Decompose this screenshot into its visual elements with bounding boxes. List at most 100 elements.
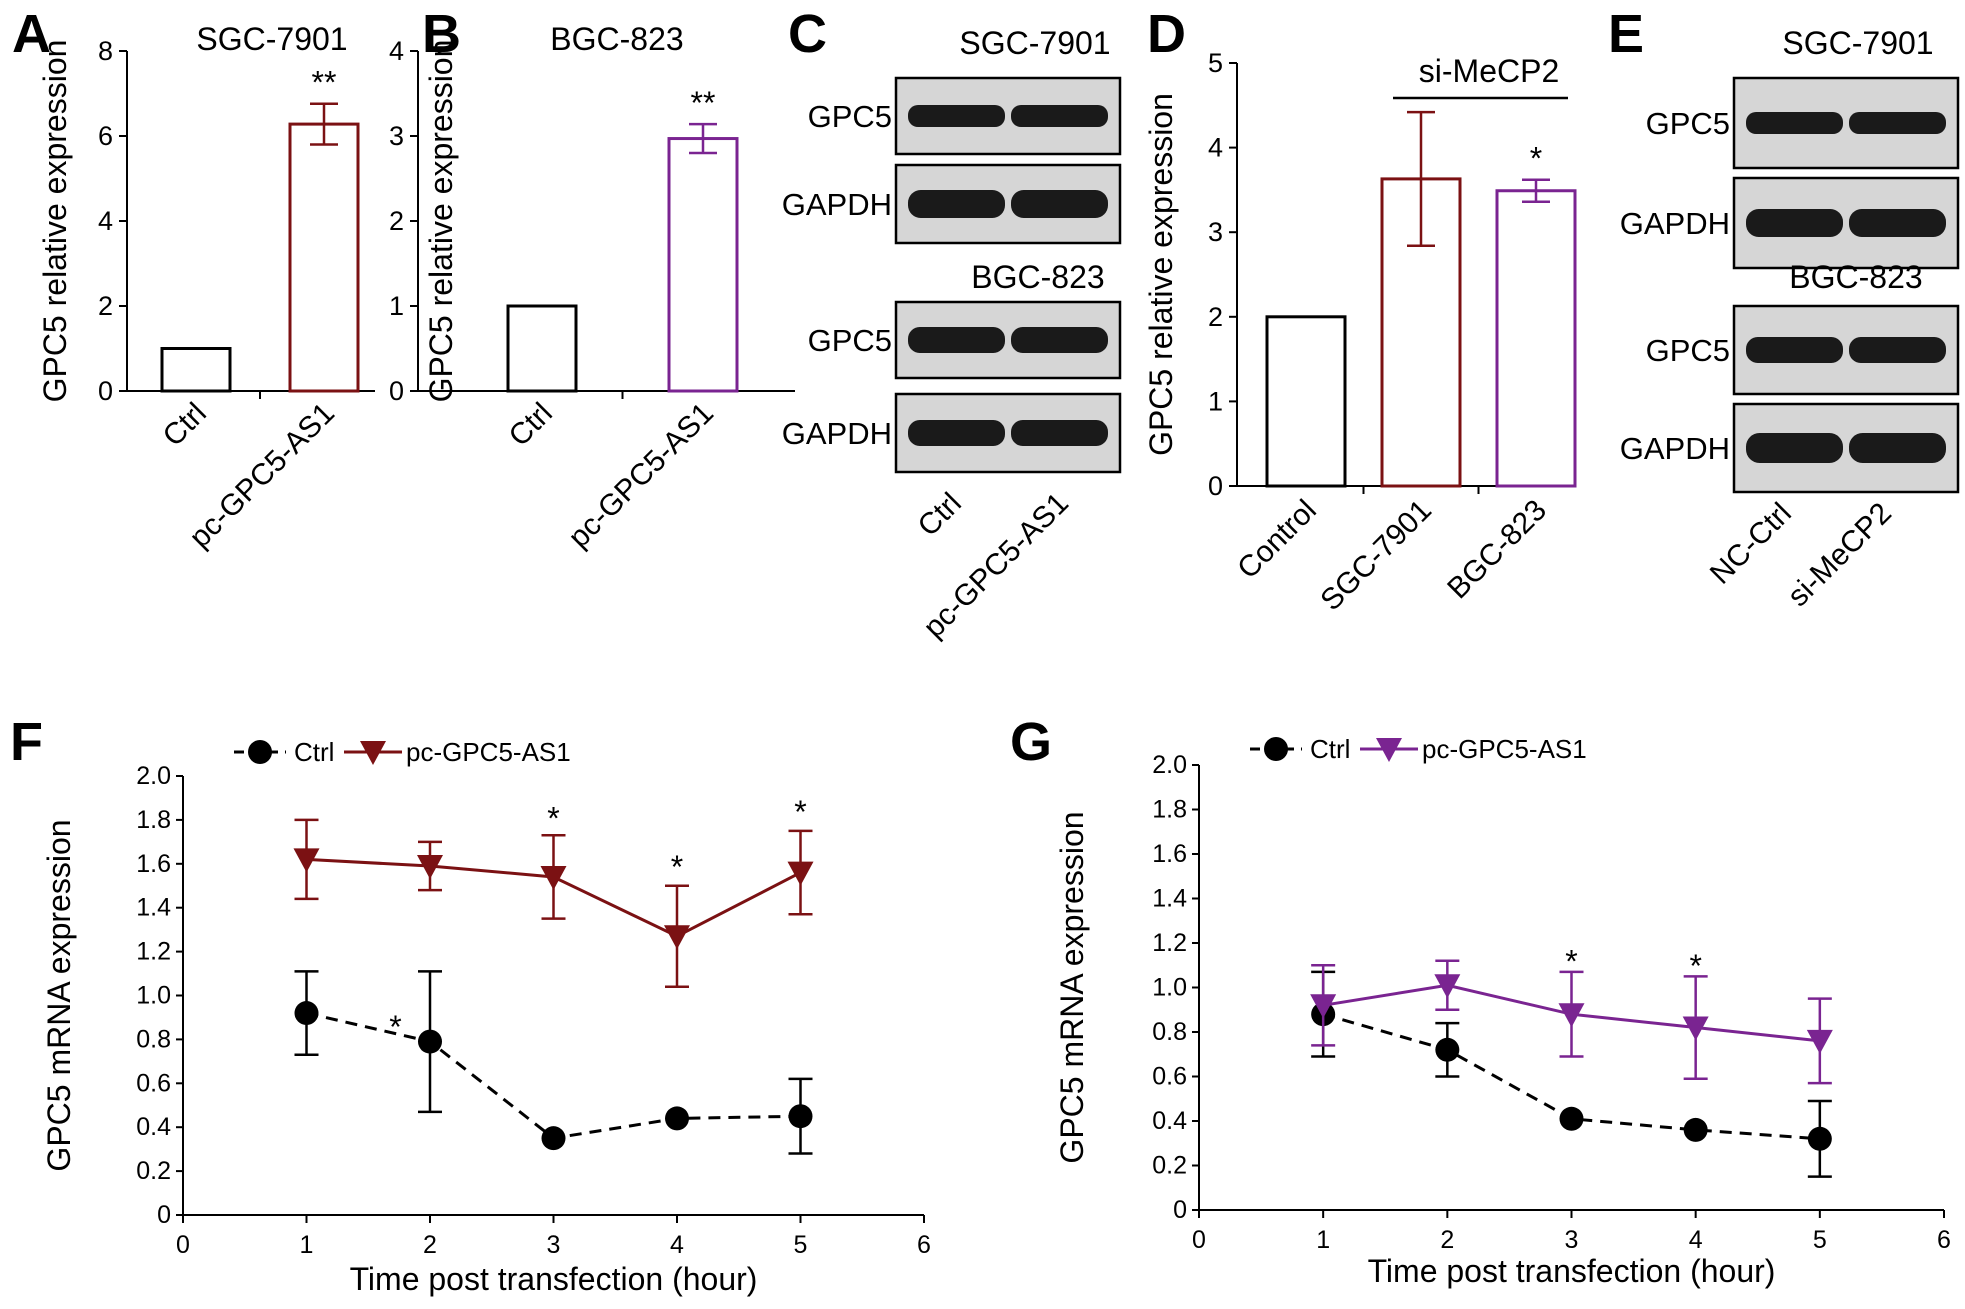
x-tick-label: 3 bbox=[547, 1231, 561, 1259]
y-axis-label: GPC5 relative expression bbox=[1143, 93, 1179, 456]
data-point bbox=[1310, 994, 1337, 1019]
blot-row-label: GAPDH bbox=[1620, 431, 1730, 466]
blot-band-lane bbox=[1849, 433, 1946, 463]
blot-lane-label: NC-Ctrl bbox=[1704, 497, 1798, 591]
data-point bbox=[1558, 1003, 1585, 1028]
panel-letter: D bbox=[1147, 4, 1186, 64]
x-category-label: BGC-823 bbox=[1441, 494, 1553, 606]
y-tick-label: 0.6 bbox=[136, 1069, 171, 1097]
blot-band bbox=[894, 300, 1122, 380]
y-tick-label: 3 bbox=[389, 121, 404, 151]
blot-row-label: GAPDH bbox=[782, 187, 892, 222]
blot-band-lane bbox=[1746, 433, 1843, 463]
significance-star: * bbox=[1689, 948, 1701, 984]
blot-band bbox=[1732, 402, 1960, 494]
x-tick-label: 6 bbox=[1937, 1226, 1951, 1254]
blot-cell-line-title: BGC-823 bbox=[971, 259, 1104, 295]
blot-cell-line-title: SGC-7901 bbox=[1782, 25, 1933, 61]
panel-letter: G bbox=[1010, 712, 1052, 772]
blot-band bbox=[894, 76, 1122, 156]
blot-band bbox=[1732, 176, 1960, 270]
blot-band-lane bbox=[1011, 190, 1108, 218]
data-point bbox=[788, 1104, 813, 1129]
y-tick-label: 0.6 bbox=[1152, 1063, 1187, 1091]
y-tick-label: 6 bbox=[98, 121, 113, 151]
blot-lane-label: si-MeCP2 bbox=[1781, 497, 1897, 613]
legend: Ctrl pc-GPC5-AS1 bbox=[1250, 734, 1587, 764]
data-point bbox=[787, 861, 814, 886]
data-point bbox=[1682, 1016, 1709, 1041]
significance-star: * bbox=[1565, 944, 1577, 980]
blot-cell-line-title: SGC-7901 bbox=[959, 25, 1110, 61]
legend-label: pc-GPC5-AS1 bbox=[1422, 734, 1587, 764]
significance-star: * bbox=[547, 801, 559, 837]
x-tick-label: 5 bbox=[794, 1231, 808, 1259]
y-tick-label: 1.6 bbox=[1152, 840, 1187, 868]
blot-band-lane bbox=[908, 190, 1005, 218]
x-category-label: Control bbox=[1231, 494, 1323, 586]
y-axis-label: GPC5 mRNA expression bbox=[41, 819, 77, 1171]
data-point bbox=[417, 854, 443, 879]
y-tick-label: 1.2 bbox=[136, 938, 171, 966]
x-tick-label: 4 bbox=[670, 1231, 684, 1259]
chart-panel-f: F 0 0.2 0.4 0.6 0.8 1.0 1.2 1.4 1.6 1.8 2.0 0 1 2 3 4 5 6 G… bbox=[10, 712, 931, 1297]
x-tick-label: 6 bbox=[917, 1231, 931, 1259]
blot-row-label: GPC5 bbox=[808, 99, 892, 134]
data-point bbox=[1683, 1117, 1708, 1142]
y-tick-label: 5 bbox=[1208, 48, 1223, 78]
x-tick-label: 2 bbox=[423, 1231, 437, 1259]
y-tick-label: 2 bbox=[389, 206, 404, 236]
blot-band-lane bbox=[1746, 112, 1843, 134]
blot-band-lane bbox=[1746, 337, 1843, 363]
y-tick-label: 1 bbox=[1208, 386, 1223, 416]
bar bbox=[667, 137, 739, 393]
x-category-label: pc-GPC5-AS1 bbox=[562, 397, 720, 555]
data-point bbox=[1435, 1037, 1460, 1062]
legend-label: Ctrl bbox=[1310, 734, 1350, 764]
data-point bbox=[665, 1106, 689, 1131]
y-axis-label: GPC5 mRNA expression bbox=[1054, 811, 1090, 1163]
x-axis-label: Time post transfection (hour) bbox=[1368, 1253, 1776, 1289]
y-tick-label: 0.2 bbox=[136, 1157, 171, 1185]
y-tick-label: 0 bbox=[157, 1201, 171, 1229]
blot-band bbox=[1732, 76, 1960, 170]
y-tick-label: 1.8 bbox=[136, 806, 171, 834]
y-axis-label: GPC5 relative expression bbox=[37, 40, 73, 403]
panel-letter: A bbox=[12, 4, 51, 64]
data-point bbox=[541, 1126, 566, 1151]
y-tick-label: 1.4 bbox=[1152, 885, 1187, 913]
bar bbox=[1495, 189, 1577, 488]
significance-star: ** bbox=[312, 65, 337, 101]
blot-panel-c: C SGC-7901GPC5GAPDHBGC-823GPC5GAPDHCtrlpc… bbox=[782, 4, 1122, 644]
bar bbox=[506, 304, 578, 393]
chart-panel-b: B BGC-823 0 1 2 3 4 GPC5 relative expression Ctr… bbox=[389, 4, 795, 554]
legend-label: Ctrl bbox=[294, 737, 334, 767]
y-tick-label: 1.0 bbox=[136, 982, 171, 1010]
blot-frame bbox=[894, 392, 1122, 474]
panel-letter: E bbox=[1608, 4, 1644, 64]
y-tick-label: 3 bbox=[1208, 217, 1223, 247]
legend-label: pc-GPC5-AS1 bbox=[406, 737, 571, 767]
data-point bbox=[1559, 1106, 1584, 1131]
blot-panel-e: E SGC-7901 GPC5 GAPDH BGC-823 GPC5 GAPDH NC-Ctr… bbox=[1608, 4, 1960, 613]
y-tick-label: 4 bbox=[98, 206, 113, 236]
data-point bbox=[418, 1029, 442, 1054]
chart-title: SGC-7901 bbox=[196, 21, 347, 57]
blot-cell-line-title: BGC-823 bbox=[1789, 259, 1922, 295]
y-tick-label: 0.4 bbox=[1152, 1107, 1187, 1135]
blot-band bbox=[894, 392, 1122, 474]
x-tick-label: 5 bbox=[1813, 1226, 1827, 1254]
data-point bbox=[1806, 1029, 1833, 1054]
series-pc-gpc5-as1 bbox=[293, 818, 814, 988]
bar bbox=[160, 347, 232, 393]
y-tick-label: 0.4 bbox=[136, 1113, 171, 1141]
x-tick-label: 3 bbox=[1565, 1226, 1579, 1254]
y-tick-label: 0.2 bbox=[1152, 1152, 1187, 1180]
blot-band-lane bbox=[908, 327, 1005, 353]
y-tick-label: 1 bbox=[389, 291, 404, 321]
bar bbox=[288, 122, 360, 393]
blot-band-lane bbox=[908, 420, 1005, 446]
data-point bbox=[1807, 1126, 1832, 1151]
chart-panel-g: G 0 0.2 0.4 0.6 0.8 1.0 1.2 1.4 1.6 1.8 2.0 0 1 2 3 4 5 6 G… bbox=[1010, 712, 1951, 1289]
blot-band-lane bbox=[1746, 209, 1843, 237]
